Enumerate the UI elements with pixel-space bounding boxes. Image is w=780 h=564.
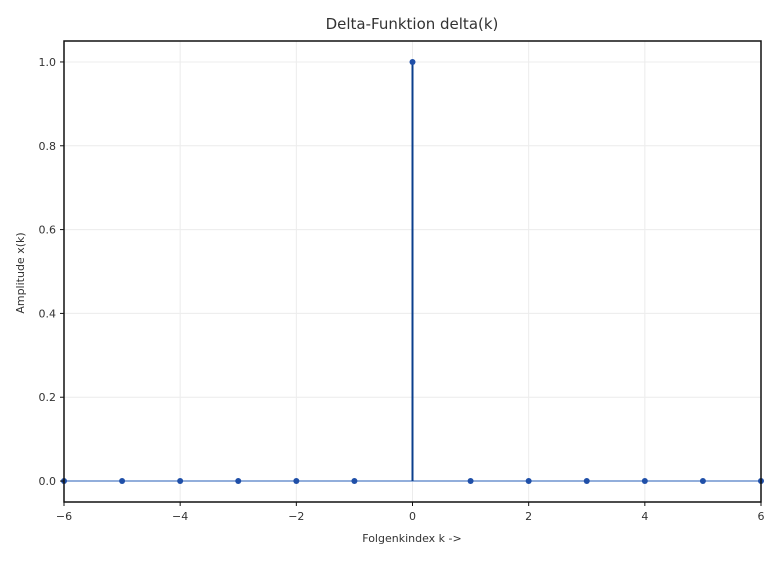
x-tick-label-2: −2 [288,510,304,523]
x-tick-label-1: −4 [172,510,188,523]
y-tick-label-2: 0.4 [39,307,57,320]
data-point-11 [699,478,706,485]
x-tick-label-6: 6 [758,510,765,523]
data-point-10 [641,478,648,485]
x-tick-label-0: −6 [56,510,72,523]
chart-title: Delta-Funktion delta(k) [326,15,499,33]
data-point-1 [119,478,126,485]
x-tick-label-5: 4 [641,510,648,523]
y-tick-label-1: 0.2 [39,391,57,404]
data-point-2 [177,478,184,485]
y-axis-label: Amplitude x(k) [14,232,27,313]
data-point-5 [351,478,358,485]
y-axis-ticks: 0.0 0.2 0.4 0.6 0.8 1.0 [39,56,64,488]
y-tick-label-5: 1.0 [39,56,57,69]
x-tick-label-3: 0 [409,510,416,523]
y-tick-label-3: 0.6 [39,224,57,237]
x-axis-ticks: −6 −4 −2 0 2 4 6 [56,502,765,523]
data-point-9 [583,478,590,485]
markers [61,58,764,485]
x-tick-label-4: 2 [525,510,532,523]
data-point-6 [409,58,416,65]
x-axis-label: Folgenkindex k -> [362,532,461,545]
data-point-3 [235,478,242,485]
y-tick-label-0: 0.0 [39,475,57,488]
y-tick-label-4: 0.8 [39,140,57,153]
data-point-7 [467,478,474,485]
data-point-8 [525,478,532,485]
data-point-4 [293,478,300,485]
